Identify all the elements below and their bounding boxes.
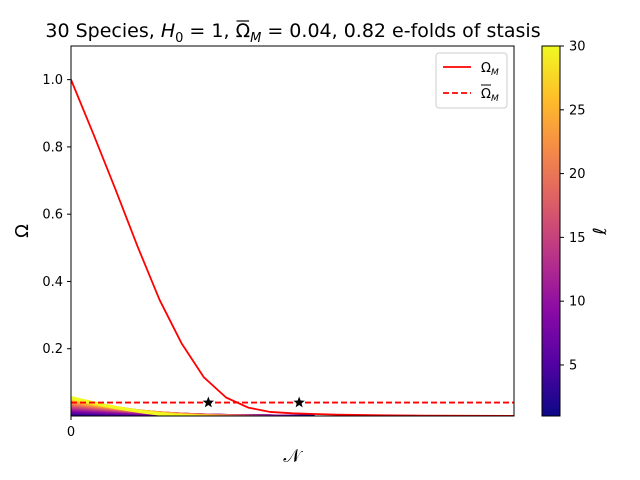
title-omega-symbol: Ω	[236, 20, 251, 42]
y-tick-label: 0.6	[42, 208, 63, 223]
y-tick-label: 0.8	[42, 140, 63, 155]
y-axis-label: Ω	[12, 224, 33, 238]
colorbar-tick-label: 15	[569, 231, 586, 246]
y-tick-label: 1.0	[42, 73, 63, 88]
title-h-subscript: 0	[175, 31, 183, 46]
colorbar-ticks: 5 10 15 20 25 30	[560, 40, 586, 373]
y-tick-label: 0.4	[42, 275, 63, 290]
colorbar-tick-label: 25	[569, 103, 586, 118]
colorbar-tick-label: 10	[569, 295, 586, 310]
title-omega-value: = 0.04, 0.82 e-folds of stasis	[261, 20, 540, 42]
stasis-marker-2	[293, 396, 305, 408]
x-axis-ticks: 0	[67, 416, 75, 440]
x-axis-label: 𝒩	[283, 446, 303, 467]
colorbar-tick-label: 30	[569, 40, 586, 55]
title-omega-subscript: M	[250, 31, 261, 46]
colorbar-gradient	[541, 45, 561, 417]
series-omega-m-line	[71, 79, 514, 416]
y-tick-label: 0.2	[42, 342, 63, 357]
title-h-value: = 1,	[183, 20, 235, 42]
chart-title: 30 Species, H0 = 1, ΩM = 0.04, 0.82 e-fo…	[45, 20, 540, 46]
title-prefix: 30 Species,	[45, 20, 160, 42]
series-layer	[71, 79, 514, 416]
title-h-symbol: H	[161, 20, 175, 42]
legend-omega-symbol: Ω	[481, 61, 491, 76]
legend-label-omega-m-bar: ΩM	[481, 87, 499, 104]
colorbar: 5 10 15 20 25 30 ℓ	[541, 40, 611, 417]
colorbar-tick-label: 5	[569, 358, 577, 373]
legend-omega-subscript: M	[491, 68, 499, 78]
y-axis-ticks: 0.2 0.4 0.6 0.8 1.0	[42, 73, 71, 357]
legend-omegabar-symbol: Ω	[481, 87, 491, 102]
legend-omegabar-subscript: M	[491, 94, 499, 104]
colorbar-tick-label: 20	[569, 167, 586, 182]
legend-label-omega-m: ΩM	[481, 61, 499, 78]
stasis-markers	[202, 396, 305, 408]
legend: ΩM ΩM	[435, 52, 508, 109]
plot-frame	[70, 45, 515, 417]
x-tick-label: 0	[67, 425, 75, 440]
colorbar-label: ℓ	[590, 227, 611, 235]
stasis-marker-1	[202, 396, 215, 408]
